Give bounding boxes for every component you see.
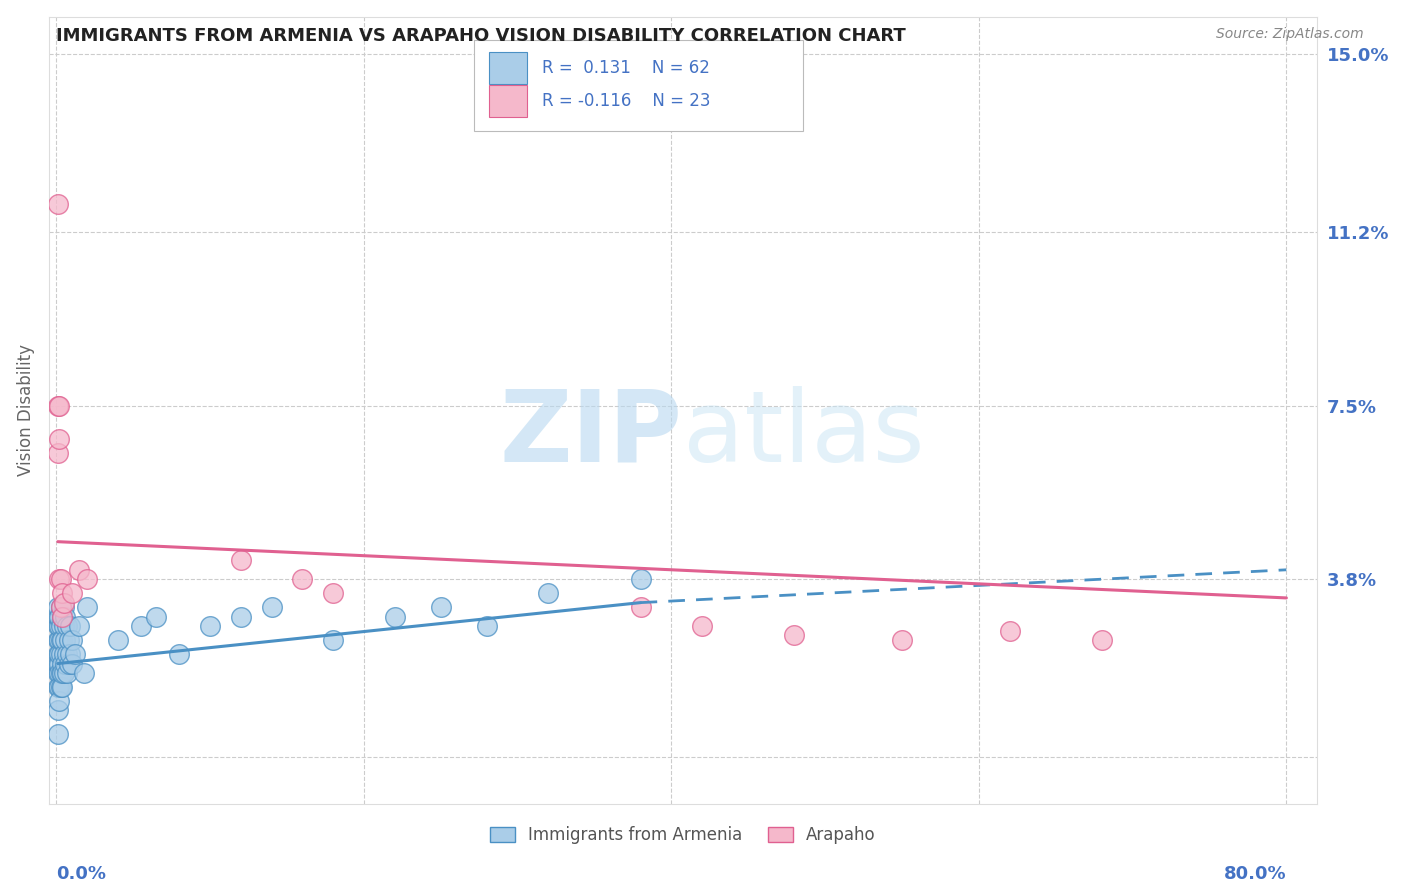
Point [56,665,79,680]
Point [48,680,70,694]
Point [783,628,806,642]
Point [49,647,72,661]
Point [1091,633,1114,648]
Point [46,445,69,459]
Point [229,609,252,624]
Point [52,596,75,610]
Point [46,619,69,633]
Text: R = -0.116    N = 23: R = -0.116 N = 23 [543,92,710,110]
Point [46,703,69,717]
Point [690,619,713,633]
Point [48,647,70,661]
Point [76,572,98,586]
Text: atlas: atlas [683,385,925,483]
Point [51,633,73,648]
Point [52,619,75,633]
Point [48,399,70,413]
Point [52,665,75,680]
Point [260,600,283,615]
Point [998,624,1021,638]
Point [60,586,83,600]
Point [76,600,98,615]
Point [51,609,73,624]
Bar [489,85,527,117]
Point [630,600,652,615]
Point [48,572,70,586]
Point [67,619,90,633]
Text: 0.0%: 0.0% [56,865,107,883]
Point [322,586,344,600]
Point [46,727,69,741]
Point [52,600,75,615]
Point [322,633,344,648]
Point [107,633,129,648]
Bar [489,53,527,84]
Point [46,600,69,615]
Point [48,609,70,624]
Point [73,665,96,680]
Point [51,665,73,680]
Point [49,600,72,615]
Text: ZIP: ZIP [501,385,683,483]
Text: R =  0.131    N = 62: R = 0.131 N = 62 [543,59,710,77]
Point [48,633,70,648]
Point [59,619,82,633]
Point [46,197,69,211]
Point [46,647,69,661]
Point [58,657,80,671]
Point [55,633,77,648]
Point [49,572,72,586]
Point [630,572,652,586]
Point [384,609,406,624]
Point [51,657,73,671]
Point [49,633,72,648]
Point [46,680,69,694]
Point [198,619,221,633]
Point [67,563,90,577]
Point [46,609,69,624]
Text: Source: ZipAtlas.com: Source: ZipAtlas.com [1216,27,1364,41]
Point [49,600,72,615]
Point [129,619,152,633]
Point [48,432,70,446]
Point [167,647,190,661]
Point [48,694,70,708]
Point [429,600,451,615]
Point [56,647,79,661]
Point [46,633,69,648]
Point [145,609,167,624]
Point [59,647,82,661]
Point [46,657,69,671]
Point [55,609,77,624]
Point [51,680,73,694]
FancyBboxPatch shape [474,40,803,131]
Point [58,633,80,648]
Point [60,657,83,671]
Point [49,665,72,680]
Point [537,586,560,600]
Point [56,619,79,633]
Point [46,399,69,413]
Point [46,665,69,680]
Point [52,647,75,661]
Text: 80.0%: 80.0% [1223,865,1286,883]
Point [49,680,72,694]
Y-axis label: Vision Disability: Vision Disability [17,344,35,476]
Point [48,657,70,671]
Point [49,619,72,633]
Point [51,586,73,600]
Point [48,619,70,633]
Text: IMMIGRANTS FROM ARMENIA VS ARAPAHO VISION DISABILITY CORRELATION CHART: IMMIGRANTS FROM ARMENIA VS ARAPAHO VISIO… [56,27,905,45]
Legend: Immigrants from Armenia, Arapaho: Immigrants from Armenia, Arapaho [484,820,883,851]
Point [60,633,83,648]
Point [890,633,912,648]
Point [55,657,77,671]
Point [51,609,73,624]
Point [229,553,252,567]
Point [291,572,314,586]
Point [48,665,70,680]
Point [63,647,86,661]
Point [475,619,498,633]
